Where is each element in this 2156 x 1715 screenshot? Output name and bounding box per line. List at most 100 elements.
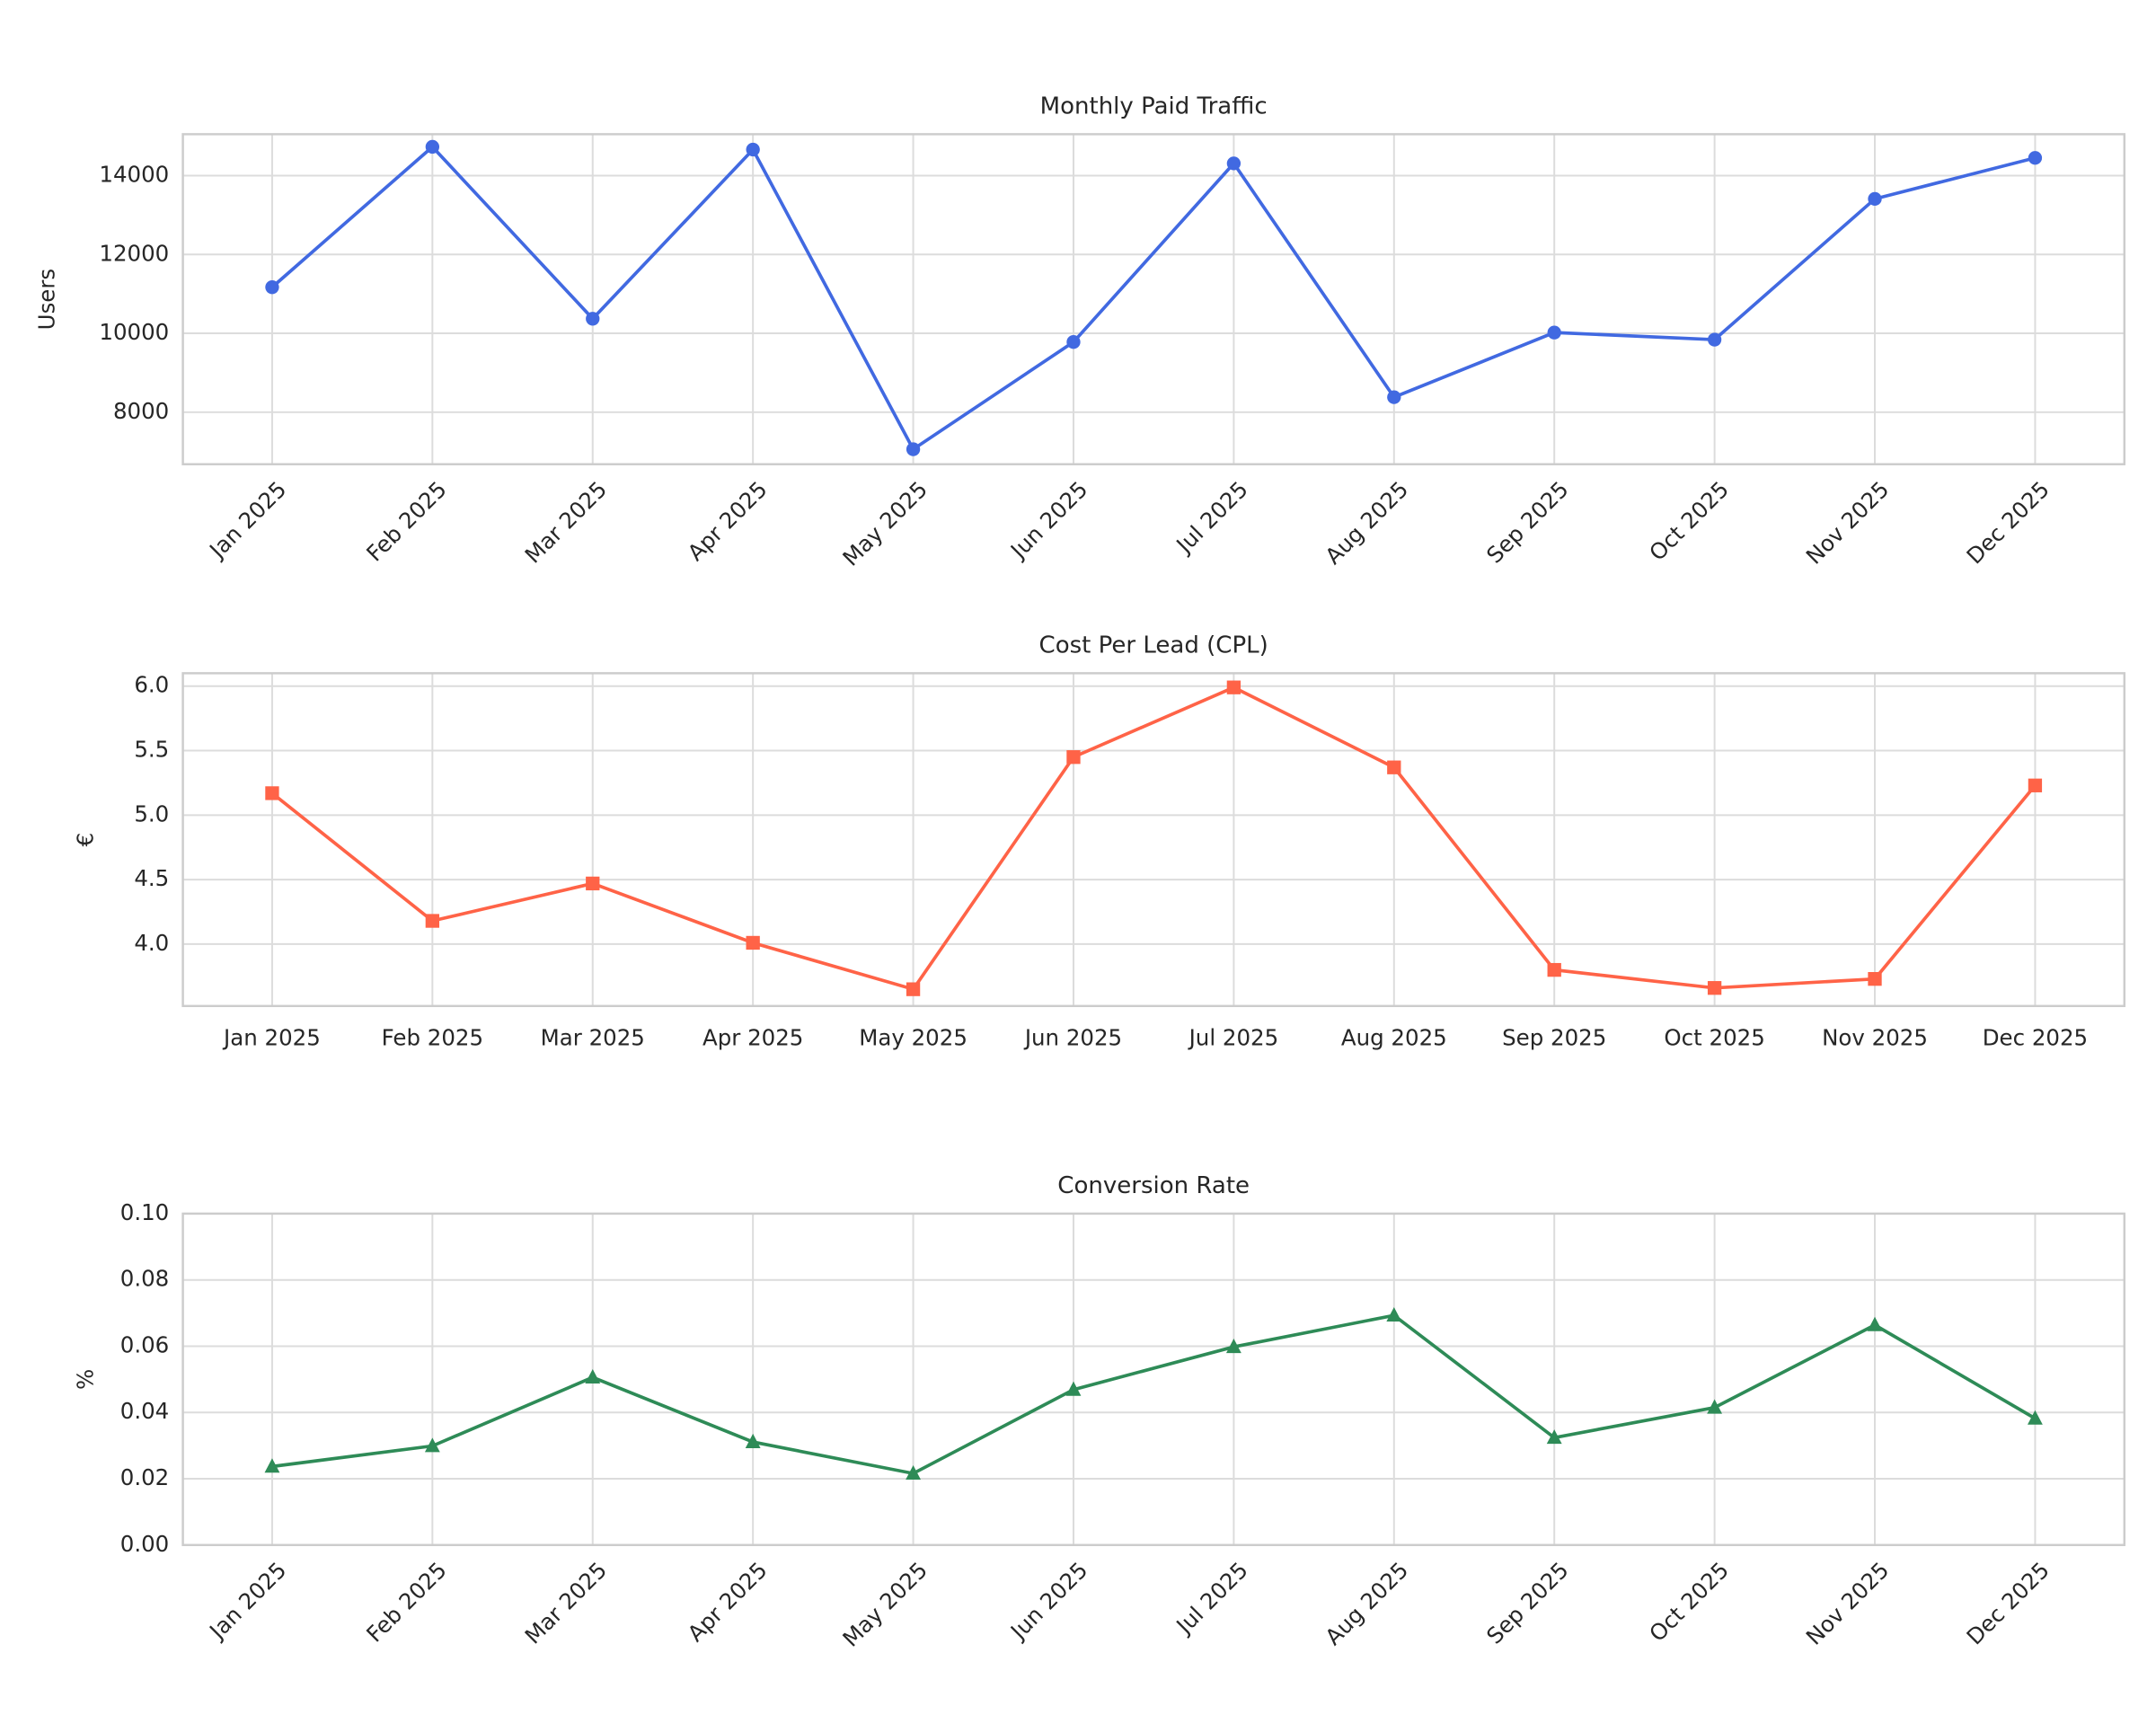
data-point xyxy=(1066,335,1081,349)
y-tick-label: 4.0 xyxy=(134,930,169,956)
x-tick-label: Jul 2025 xyxy=(1188,1025,1279,1051)
data-point xyxy=(585,1368,601,1384)
data-point xyxy=(745,1433,761,1448)
y-tick-label: 10000 xyxy=(99,319,169,345)
data-point xyxy=(1707,332,1722,347)
data-point xyxy=(906,1464,921,1481)
data-point xyxy=(1867,1316,1883,1331)
x-tick-label: Jan 2025 xyxy=(203,476,291,564)
y-tick-label: 0.02 xyxy=(120,1464,169,1490)
x-tick-label: May 2025 xyxy=(837,1557,932,1652)
y-tick-label: 8000 xyxy=(113,398,169,424)
data-line xyxy=(270,685,2037,992)
data-point xyxy=(2028,778,2043,792)
y-tick-label: 5.5 xyxy=(134,737,169,763)
data-point xyxy=(906,442,921,456)
data-point xyxy=(265,786,279,800)
x-tick-label: Jul 2025 xyxy=(1170,1557,1252,1640)
y-axis-label: % xyxy=(72,1369,98,1390)
x-tick-label: Sep 2025 xyxy=(1502,1025,1606,1051)
chart-title: Monthly Paid Traffic xyxy=(1040,93,1268,119)
y-tick-label: 0.08 xyxy=(120,1266,169,1292)
y-tick-label: 12000 xyxy=(99,240,169,266)
x-tick-label: Apr 2025 xyxy=(683,476,773,566)
y-tick-label: 4.5 xyxy=(134,865,169,891)
x-tick-label: May 2025 xyxy=(859,1025,968,1051)
y-axis-label: € xyxy=(72,833,98,847)
data-point xyxy=(1868,972,1882,986)
x-tick-label: Jun 2025 xyxy=(1004,1557,1092,1645)
x-tick-label: Sep 2025 xyxy=(1481,1557,1574,1649)
data-point xyxy=(1225,1339,1241,1354)
data-point xyxy=(1065,1381,1082,1396)
data-point xyxy=(264,1458,280,1473)
x-tick-label: Aug 2025 xyxy=(1320,1557,1413,1650)
data-point xyxy=(1226,680,1241,694)
x-tick-label: Jul 2025 xyxy=(1170,476,1252,559)
data-point xyxy=(746,142,760,157)
x-tick-label: Apr 2025 xyxy=(683,1557,773,1647)
x-tick-label: Feb 2025 xyxy=(361,476,452,567)
x-tick-label: Mar 2025 xyxy=(541,1025,645,1051)
x-tick-label: May 2025 xyxy=(837,476,932,571)
data-point xyxy=(1546,1429,1562,1445)
data-line xyxy=(271,1313,2037,1476)
x-tick-label: Mar 2025 xyxy=(520,1557,613,1649)
y-tick-label: 0.10 xyxy=(120,1199,169,1225)
data-point xyxy=(425,914,440,928)
data-point xyxy=(586,876,600,891)
y-tick-label: 0.04 xyxy=(120,1398,169,1424)
data-point xyxy=(1226,156,1241,171)
data-point xyxy=(1707,981,1722,995)
x-tick-label: Oct 2025 xyxy=(1664,1025,1764,1051)
x-tick-label: Aug 2025 xyxy=(1341,1025,1447,1051)
x-tick-label: Dec 2025 xyxy=(1961,1557,2054,1650)
x-tick-label: Jan 2025 xyxy=(203,1557,291,1645)
data-point xyxy=(906,982,921,996)
chart-title: Cost Per Lead (CPL) xyxy=(1039,632,1268,659)
plot-frame xyxy=(181,1212,2126,1547)
x-tick-label: Nov 2025 xyxy=(1801,476,1895,570)
data-point xyxy=(1547,325,1561,340)
data-point xyxy=(265,280,279,295)
data-point xyxy=(2028,1410,2043,1425)
y-axis-label: Users xyxy=(34,269,60,331)
plot-frame xyxy=(181,133,2126,465)
data-point xyxy=(586,312,600,326)
x-tick-label: Jun 2025 xyxy=(1004,476,1092,564)
x-tick-label: Feb 2025 xyxy=(382,1025,483,1051)
data-point xyxy=(1707,1399,1723,1414)
x-tick-label: Mar 2025 xyxy=(520,476,613,569)
x-tick-label: Feb 2025 xyxy=(361,1557,452,1648)
y-tick-label: 0.00 xyxy=(120,1531,169,1557)
data-point xyxy=(1387,760,1401,774)
x-tick-label: Aug 2025 xyxy=(1320,476,1413,570)
data-point xyxy=(746,935,760,950)
x-tick-label: Jun 2025 xyxy=(1023,1025,1122,1051)
x-tick-label: Dec 2025 xyxy=(1961,476,2054,570)
y-tick-label: 5.0 xyxy=(134,800,169,827)
x-tick-label: Nov 2025 xyxy=(1822,1025,1928,1051)
data-point xyxy=(1066,750,1081,765)
x-tick-label: Oct 2025 xyxy=(1644,476,1734,566)
x-tick-label: Apr 2025 xyxy=(702,1025,803,1051)
data-point xyxy=(2028,151,2043,165)
chart-title: Conversion Rate xyxy=(1057,1172,1250,1199)
x-tick-label: Dec 2025 xyxy=(1983,1025,2088,1051)
x-tick-label: Jan 2025 xyxy=(222,1025,321,1051)
data-line xyxy=(270,144,2036,452)
x-tick-label: Oct 2025 xyxy=(1644,1557,1734,1647)
plot-frame xyxy=(181,672,2126,1008)
data-point xyxy=(425,139,440,155)
data-point xyxy=(424,1437,440,1453)
data-point xyxy=(1386,1306,1402,1322)
y-tick-label: 6.0 xyxy=(134,672,169,698)
x-tick-label: Nov 2025 xyxy=(1801,1557,1895,1650)
y-tick-label: 0.06 xyxy=(120,1331,169,1357)
data-point xyxy=(1387,390,1401,404)
data-point xyxy=(1868,191,1882,207)
x-tick-label: Sep 2025 xyxy=(1481,476,1574,569)
y-tick-label: 14000 xyxy=(99,161,169,187)
